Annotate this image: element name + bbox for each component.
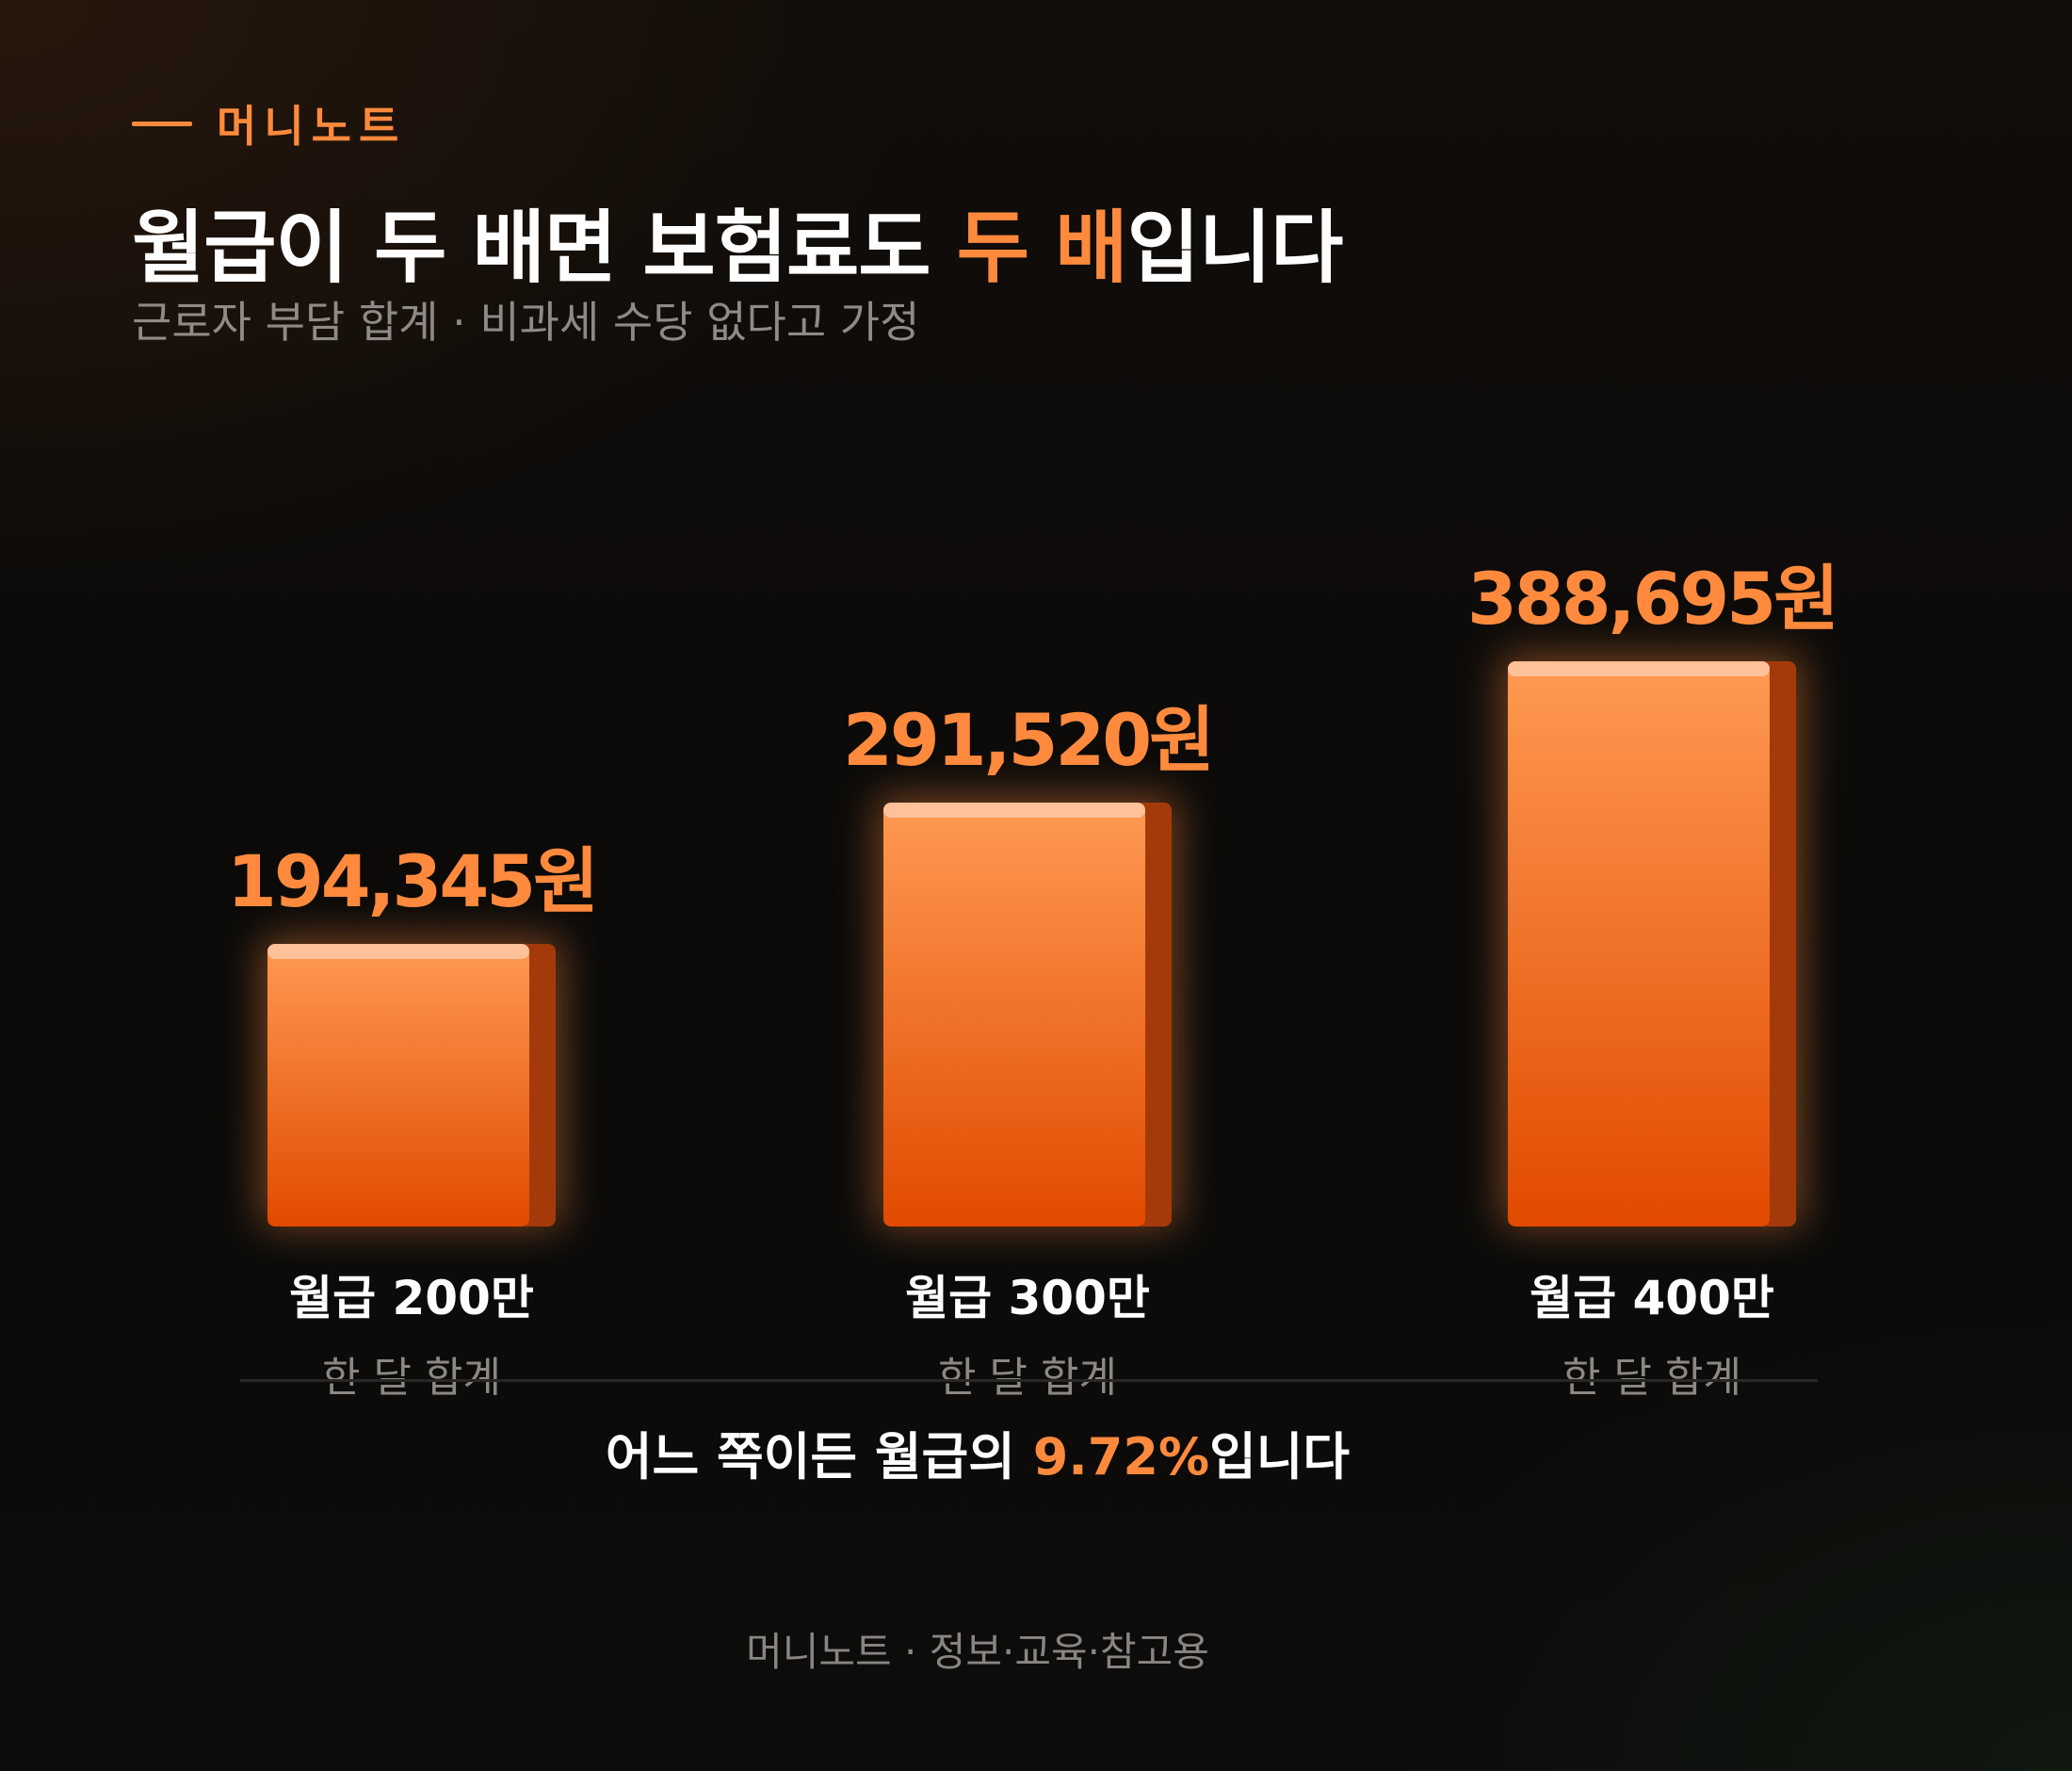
chart-divider <box>240 1379 1818 1382</box>
title-text-before: 월급이 두 배면 보험료도 <box>132 202 957 294</box>
bar-1 <box>262 938 561 1227</box>
category-name: 월급 300만 <box>905 1271 1150 1325</box>
category-sublabel: 한 달 합계 <box>322 1354 501 1402</box>
bar-top-highlight <box>267 944 529 960</box>
summary-text-after: 입니다 <box>1209 1427 1351 1487</box>
footer-note: 머니노트 · 정보·교육·참고용 <box>746 1629 1209 1675</box>
category-name: 월급 200만 <box>289 1271 534 1325</box>
bar-front-face <box>883 803 1145 1227</box>
summary-text-before: 어느 쪽이든 월급의 <box>605 1427 1033 1487</box>
brand-dash-line <box>132 121 192 126</box>
brand-name: 머니노트 <box>217 101 407 152</box>
bar-front-face <box>267 944 529 1227</box>
bar-front-face <box>1508 661 1770 1227</box>
summary-highlight: 9.72% <box>1032 1427 1210 1487</box>
title-text-after: 입니다 <box>1126 202 1344 294</box>
summary-statement: 어느 쪽이든 월급의 9.72%입니다 <box>0 1415 1955 1489</box>
page-title: 월급이 두 배면 보험료도 두 배입니다 <box>132 185 1344 299</box>
page-subtitle: 근로자 부담 합계 · 비과세 수당 없다고 가정 <box>132 297 920 348</box>
category-name: 월급 400만 <box>1530 1271 1774 1325</box>
bar-value-label: 388,695원 <box>1467 557 1837 641</box>
bar-top-highlight <box>1508 661 1770 676</box>
bar-3 <box>1502 656 1802 1227</box>
category-sublabel: 한 달 합계 <box>1562 1354 1741 1402</box>
bar-value-label: 291,520원 <box>843 698 1212 782</box>
bar-value-label: 194,345원 <box>227 839 596 923</box>
brand-header: 머니노트 <box>132 100 406 152</box>
bar-2 <box>878 797 1177 1227</box>
category-sublabel: 한 달 합계 <box>938 1354 1117 1402</box>
bar-top-highlight <box>883 803 1145 819</box>
title-highlight: 두 배 <box>956 202 1128 294</box>
